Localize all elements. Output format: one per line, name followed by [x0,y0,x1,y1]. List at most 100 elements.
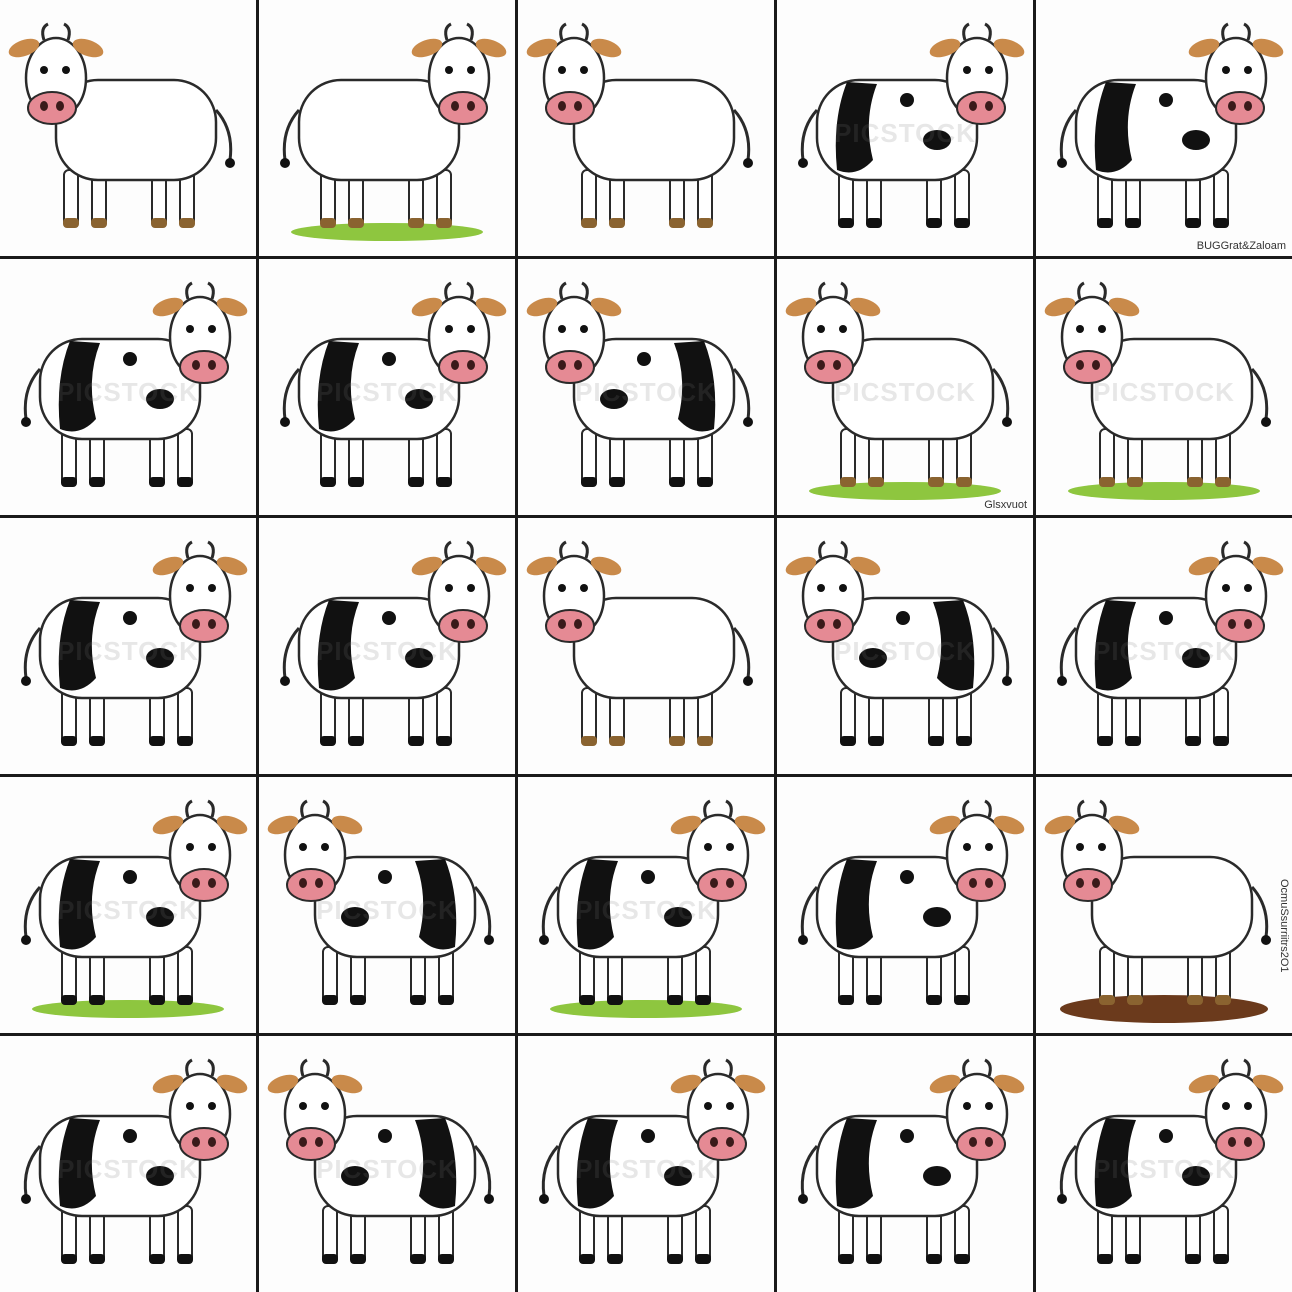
eye [963,843,971,851]
ear [785,556,817,576]
horn [1221,1058,1229,1077]
hoof [1127,995,1143,1005]
hoof [322,995,338,1005]
cow-tile[interactable]: PICSTOCK [0,518,256,774]
snout [438,91,488,125]
cow-tile[interactable] [518,518,774,774]
snout [545,91,595,125]
spot [1159,1129,1173,1143]
cow-tile[interactable]: PICSTOCK [777,0,1033,256]
hoof [667,995,683,1005]
ear [331,815,363,835]
cow-tile[interactable]: PICSTOCK [259,259,515,515]
cow-tile[interactable]: PICSTOCK [518,1036,774,1292]
eye [704,843,712,851]
tail [1059,1144,1078,1197]
snout [804,609,854,643]
cow-tile[interactable]: PICSTOCK [259,777,515,1033]
spot [123,611,137,625]
snout [179,1127,229,1161]
cow-tile[interactable] [259,0,515,256]
cow-tile[interactable]: PICSTOCK [518,259,774,515]
eye [208,584,216,592]
ear [267,815,299,835]
cow-tile[interactable]: PICSTOCK [777,518,1033,774]
eye [445,66,453,74]
eye [186,1102,194,1110]
tail-tuft [798,158,808,168]
snout [1215,609,1265,643]
cow-illustration [21,799,248,1018]
hoof [838,995,854,1005]
horn [322,1058,330,1077]
cow-illustration [539,799,766,1018]
hoof [348,477,364,487]
spot [382,352,396,366]
cow-tile[interactable]: PICSTOCK [259,1036,515,1292]
cow-tile[interactable]: PICSTOCK [1036,259,1292,515]
ear [590,556,622,576]
hoof [838,218,854,228]
hoof [438,1254,454,1264]
ear [734,1074,766,1094]
leg [581,428,597,486]
tail-tuft [539,935,549,945]
hoof [61,736,77,746]
ear [152,1074,184,1094]
hoof [866,995,882,1005]
nostril [315,878,323,888]
cow-tile[interactable] [777,777,1033,1033]
hoof [177,995,193,1005]
cow-tile[interactable]: BUGGrat&Zaloam [1036,0,1292,256]
ear [216,815,248,835]
tail-tuft [1002,676,1012,686]
nostril [726,1137,734,1147]
horn [207,799,215,818]
hoof [151,218,167,228]
nostril [558,101,566,111]
cow-tile[interactable]: PICSTOCK [1036,518,1292,774]
eye [1098,843,1106,851]
ear [1188,556,1220,576]
cow-tile[interactable] [518,0,774,256]
cow-tile[interactable]: PICSTOCK [0,1036,256,1292]
tail-tuft [225,158,235,168]
nostril [1092,878,1100,888]
tail [991,626,1010,679]
horn [466,281,474,300]
tail [23,885,42,938]
cow-tile[interactable] [777,1036,1033,1292]
nostril [208,619,216,629]
leg [63,169,79,227]
cow-illustration [21,540,248,746]
eye [1076,325,1084,333]
cow-tile[interactable] [0,0,256,256]
hoof [1127,477,1143,487]
leg [1213,169,1229,227]
nostril [192,878,200,888]
hoof [607,1254,623,1264]
hoof [410,995,426,1005]
hoof [436,477,452,487]
hoof [840,736,856,746]
grass-patch [32,1000,224,1018]
ear [590,297,622,317]
leg [1213,687,1229,745]
tail-tuft [1057,676,1067,686]
eye [1244,584,1252,592]
cow-tile[interactable]: OcmuSsurriitrs2O1 [1036,777,1292,1033]
ear [1108,297,1140,317]
cow-tile[interactable]: PICSTOCK [1036,1036,1292,1292]
cow-tile[interactable]: PICSTOCK [0,777,256,1033]
cow-tile[interactable]: PICSTOCKGlsxvuot [777,259,1033,515]
spot [835,82,877,173]
horn [559,22,567,41]
cow-tile[interactable]: PICSTOCK [518,777,774,1033]
hoof [89,1254,105,1264]
horn [1243,1058,1251,1077]
hoof [1185,1254,1201,1264]
cow-tile[interactable]: PICSTOCK [259,518,515,774]
cow-tile[interactable]: PICSTOCK [0,259,256,515]
tail [991,367,1010,420]
hoof [579,1254,595,1264]
